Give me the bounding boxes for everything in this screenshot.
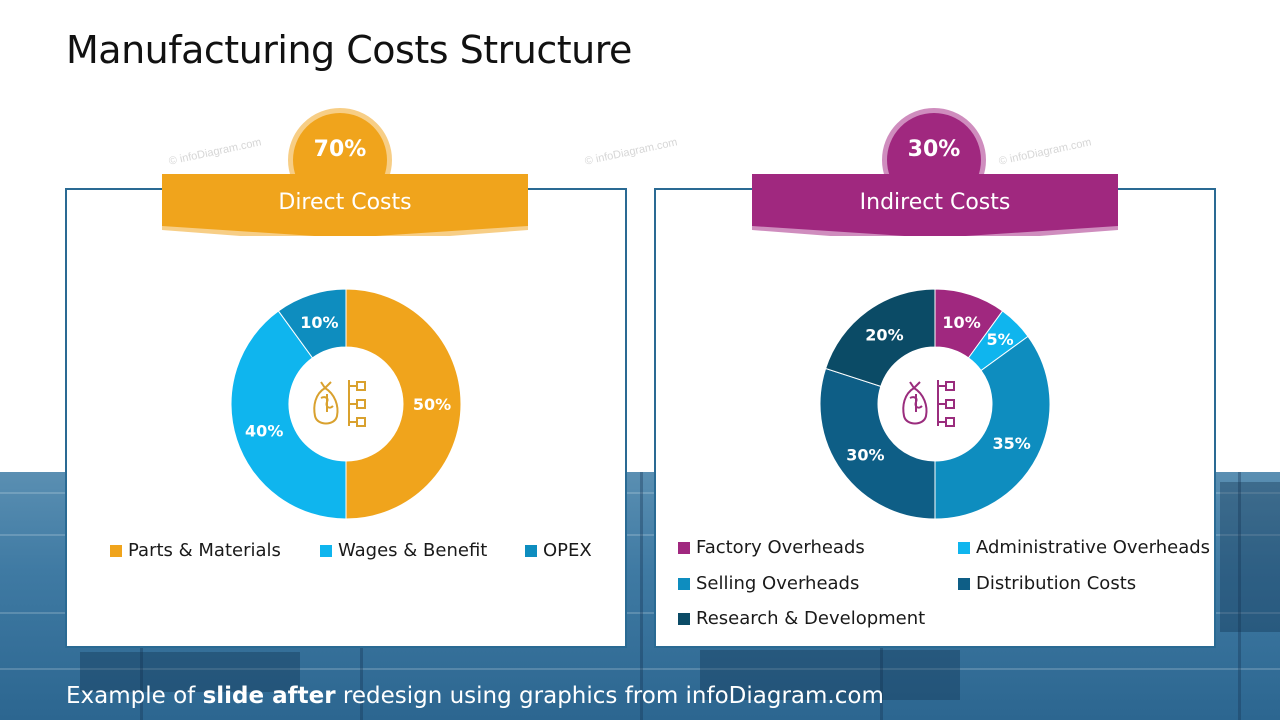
legend-item: OPEX [525, 540, 592, 561]
legend-item: Parts & Materials [110, 540, 281, 561]
legend-label: Wages & Benefit [338, 540, 488, 561]
money-bag-structure-icon [902, 380, 955, 427]
legend-item: Selling Overheads [678, 573, 859, 594]
legend-label: Selling Overheads [696, 573, 860, 594]
donut-slice [230, 310, 347, 520]
donut-slice [934, 335, 1051, 520]
legend-item: Wages & Benefit [320, 540, 487, 561]
direct-costs-title: Direct Costs [278, 190, 412, 215]
direct-share-value: 70% [313, 137, 367, 162]
legend-label: Parts & Materials [128, 540, 281, 561]
page-title: Manufacturing Costs Structure [66, 28, 632, 72]
direct-costs-banner: Direct Costs [162, 174, 528, 236]
legend-swatch [678, 541, 690, 554]
caption-text: redesign using graphics from infoDiagram… [335, 683, 884, 709]
donut-slice [819, 367, 936, 520]
donut-slice [824, 288, 936, 388]
slice-value-label: 20% [865, 325, 903, 344]
slide-caption: Example of slide after redesign using gr… [66, 683, 884, 709]
legend-item: Administrative Overheads [958, 537, 1210, 558]
donut-slice [277, 288, 347, 359]
caption-text: Example of [66, 683, 203, 709]
legend-swatch [958, 541, 970, 554]
watermark: © infoDiagram.com [167, 136, 263, 168]
legend-label: Administrative Overheads [976, 537, 1211, 558]
indirect-share-value: 30% [907, 137, 961, 162]
legend-swatch [958, 577, 970, 590]
caption-emphasis: slide after [202, 683, 336, 709]
legend-swatch [110, 544, 122, 557]
indirect-costs-title: Indirect Costs [859, 190, 1011, 215]
legend-label: Research & Development [696, 608, 926, 629]
watermark: © infoDiagram.com [997, 136, 1093, 168]
direct-costs-panel [65, 188, 627, 648]
watermark: © infoDiagram.com [583, 136, 679, 168]
legend-swatch [320, 544, 332, 557]
money-bag-structure-icon [313, 380, 366, 427]
legend-swatch [678, 577, 690, 590]
legend-label: Distribution Costs [976, 573, 1137, 594]
legend-item: Distribution Costs [958, 573, 1136, 594]
slice-value-label: 30% [846, 446, 884, 465]
slice-value-label: 10% [942, 313, 980, 332]
legend-item: Research & Development [678, 608, 925, 629]
indirect-costs-donut: 10% 5% 35% 30% 20% [819, 288, 1051, 520]
legend-item: Factory Overheads [678, 537, 865, 558]
slice-value-label: 35% [992, 434, 1030, 453]
donut-slice [345, 288, 462, 520]
slice-value-label: 5% [986, 330, 1013, 349]
legend-swatch [525, 544, 537, 557]
slice-value-label: 50% [413, 395, 451, 414]
direct-costs-donut: 50% 40% 10% [230, 288, 462, 520]
slice-value-label: 40% [245, 422, 283, 441]
slice-value-label: 10% [300, 313, 338, 332]
legend-label: Factory Overheads [696, 537, 865, 558]
indirect-costs-panel [654, 188, 1216, 648]
legend-swatch [678, 612, 690, 625]
legend-label: OPEX [543, 540, 592, 561]
indirect-costs-banner: Indirect Costs [752, 174, 1118, 236]
